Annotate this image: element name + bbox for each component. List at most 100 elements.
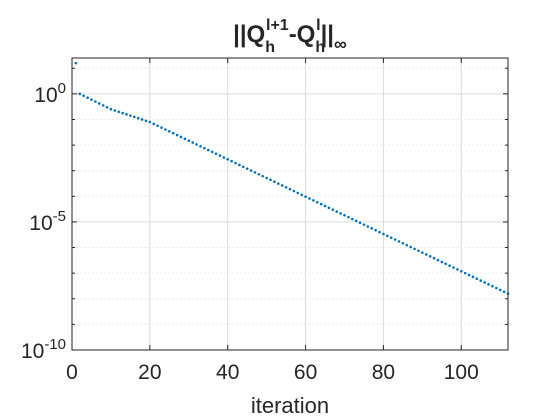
data-point — [152, 122, 156, 126]
data-point — [432, 256, 436, 260]
data-point — [191, 141, 194, 144]
data-point — [86, 96, 89, 100]
data-point — [495, 286, 498, 290]
data-point — [105, 106, 109, 109]
data-point — [234, 161, 237, 165]
chart-title: ||Qhl+1-Qhl||∞ — [233, 17, 347, 56]
data-point — [183, 137, 187, 141]
data-point — [210, 150, 214, 154]
data-point — [144, 119, 148, 123]
data-point — [284, 186, 288, 189]
y-tick-label: 10-5 — [29, 208, 66, 235]
data-point — [347, 215, 350, 219]
x-tick-label: 20 — [138, 361, 161, 384]
data-point — [378, 230, 381, 234]
data-point — [323, 204, 327, 208]
data-point — [389, 236, 393, 239]
data-point — [327, 206, 331, 210]
data-point — [94, 100, 97, 103]
x-tick-label: 0 — [66, 361, 78, 384]
x-tick-label: 100 — [444, 361, 479, 384]
data-point — [456, 268, 459, 271]
title-part: ∞ — [334, 34, 347, 54]
title-part: h — [265, 39, 275, 56]
data-point — [409, 245, 412, 249]
data-point — [308, 197, 311, 200]
title-part: || — [321, 21, 334, 48]
data-point — [467, 273, 471, 277]
data-point — [125, 113, 128, 116]
data-point — [214, 152, 218, 156]
data-point — [424, 253, 428, 256]
data-point — [113, 109, 117, 112]
data-point — [393, 238, 397, 241]
data-point — [498, 288, 502, 292]
data-point — [483, 281, 486, 284]
data-point — [315, 200, 319, 204]
data-point — [475, 277, 479, 281]
data-point — [206, 148, 210, 152]
x-tick-label: 80 — [372, 361, 395, 384]
data-point — [261, 174, 265, 178]
series-markers — [74, 61, 510, 295]
data-point — [226, 158, 230, 161]
data-point — [339, 212, 342, 215]
data-point — [463, 271, 467, 275]
data-point — [304, 195, 307, 198]
data-point — [241, 165, 245, 169]
data-point — [331, 208, 335, 212]
data-point — [171, 131, 175, 135]
data-point — [288, 187, 292, 191]
data-point — [296, 191, 300, 195]
data-point — [136, 116, 140, 120]
data-point — [175, 133, 179, 137]
data-point — [471, 275, 475, 279]
title-part: ||Q — [233, 21, 265, 48]
x-axis-label: iteration — [251, 393, 329, 418]
data-point — [491, 284, 494, 288]
data-point — [82, 94, 85, 98]
y-tick-label: 10-10 — [21, 336, 66, 363]
data-point — [199, 144, 202, 148]
data-point — [459, 269, 463, 273]
y-tick-exponent: -10 — [44, 336, 66, 353]
data-point — [253, 171, 257, 174]
data-point — [273, 180, 276, 184]
data-point — [245, 167, 249, 170]
data-point — [319, 202, 323, 206]
y-tick-label: 100 — [34, 80, 66, 107]
grid-lines — [71, 58, 508, 351]
y-tick-exponent: 0 — [58, 80, 66, 97]
data-point — [74, 61, 78, 65]
data-point — [350, 217, 354, 221]
plot-frame — [71, 57, 509, 351]
data-point — [444, 262, 448, 266]
data-point — [436, 258, 440, 262]
data-point — [117, 110, 121, 114]
data-point — [156, 124, 159, 128]
data-point — [421, 251, 424, 254]
data-point — [129, 114, 132, 117]
data-point — [370, 227, 374, 230]
data-point — [335, 210, 339, 213]
data-point — [97, 102, 101, 105]
data-point — [160, 126, 163, 129]
data-point — [312, 199, 315, 202]
data-point — [78, 92, 82, 96]
data-point — [401, 241, 405, 245]
title-part: l — [316, 17, 320, 34]
y-tick-base: 10 — [29, 212, 52, 235]
y-tick-exponent: -5 — [53, 208, 66, 225]
data-point — [277, 182, 280, 185]
data-point — [109, 107, 113, 111]
x-tick-label: 40 — [216, 361, 239, 384]
data-point — [121, 111, 124, 115]
data-point — [300, 193, 303, 197]
data-point — [265, 176, 268, 180]
data-point — [230, 159, 233, 163]
data-point — [222, 156, 226, 159]
axes — [71, 57, 509, 351]
data-point — [203, 146, 206, 150]
data-point — [238, 163, 241, 167]
